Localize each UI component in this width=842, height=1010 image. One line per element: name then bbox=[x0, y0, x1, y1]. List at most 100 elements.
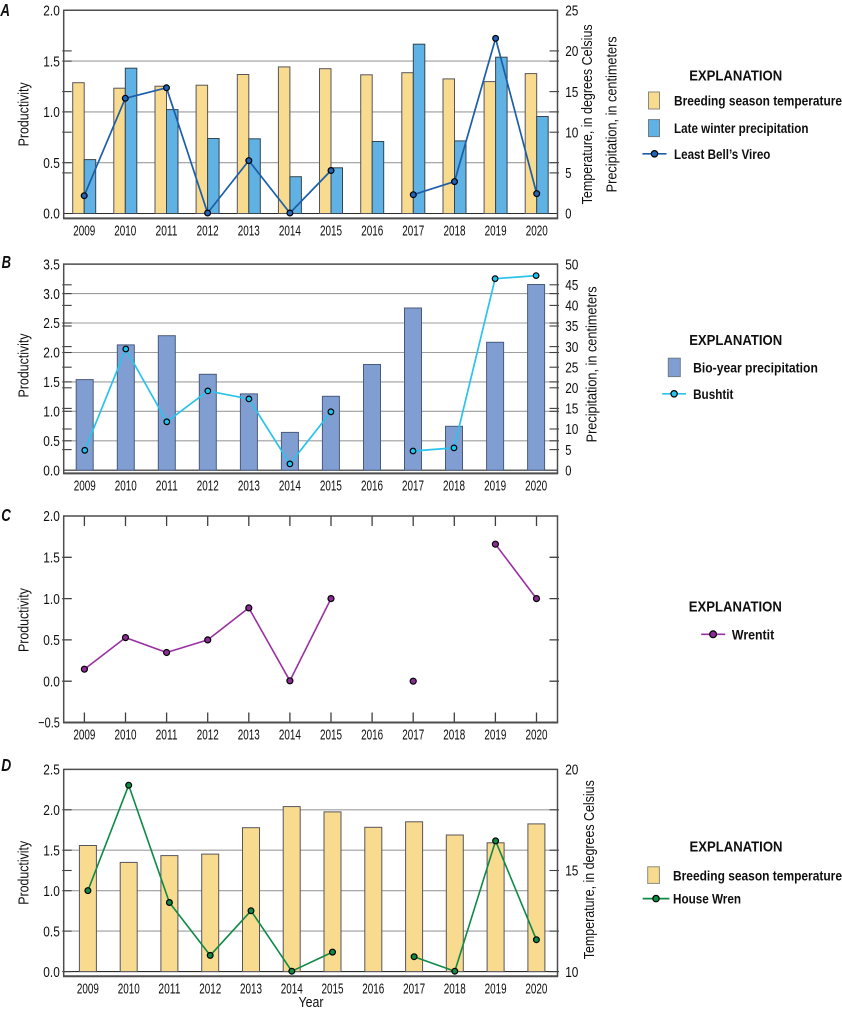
svg-text:0.0: 0.0 bbox=[43, 463, 60, 479]
svg-text:15: 15 bbox=[565, 864, 578, 880]
svg-text:2020: 2020 bbox=[525, 479, 547, 495]
svg-text:1.0: 1.0 bbox=[43, 405, 60, 421]
svg-text:2018: 2018 bbox=[444, 224, 466, 240]
svg-text:2009: 2009 bbox=[74, 479, 96, 495]
svg-text:2014: 2014 bbox=[279, 224, 301, 240]
svg-text:0: 0 bbox=[565, 207, 571, 223]
svg-text:2019: 2019 bbox=[484, 728, 506, 744]
svg-text:EXPLANATION: EXPLANATION bbox=[689, 599, 782, 616]
svg-text:EXPLANATION: EXPLANATION bbox=[689, 68, 782, 85]
svg-text:Productivity: Productivity bbox=[17, 840, 33, 905]
svg-text:Breeding season temperature: Breeding season temperature bbox=[673, 868, 842, 883]
svg-text:Least Bell’s Vireo: Least Bell’s Vireo bbox=[674, 147, 770, 162]
svg-text:1.5: 1.5 bbox=[43, 551, 60, 567]
svg-text:2014: 2014 bbox=[281, 981, 303, 997]
svg-text:2013: 2013 bbox=[238, 728, 260, 744]
svg-text:0.0: 0.0 bbox=[43, 207, 60, 223]
svg-text:EXPLANATION: EXPLANATION bbox=[689, 332, 782, 349]
svg-text:2015: 2015 bbox=[320, 479, 342, 495]
svg-text:25: 25 bbox=[565, 4, 578, 20]
svg-text:2010: 2010 bbox=[118, 981, 140, 997]
svg-text:0.5: 0.5 bbox=[43, 434, 60, 450]
svg-text:2018: 2018 bbox=[444, 981, 466, 997]
svg-text:0.5: 0.5 bbox=[43, 924, 60, 940]
svg-text:40: 40 bbox=[565, 299, 578, 315]
svg-text:10: 10 bbox=[565, 125, 578, 141]
svg-text:2017: 2017 bbox=[402, 479, 424, 495]
svg-text:2012: 2012 bbox=[197, 224, 219, 240]
svg-text:D: D bbox=[1, 755, 11, 775]
svg-text:3.0: 3.0 bbox=[43, 287, 60, 303]
svg-text:2016: 2016 bbox=[361, 224, 383, 240]
svg-text:0.5: 0.5 bbox=[43, 633, 60, 649]
svg-text:B: B bbox=[2, 252, 11, 272]
svg-text:15: 15 bbox=[565, 85, 578, 101]
svg-text:10: 10 bbox=[565, 965, 578, 981]
svg-text:2016: 2016 bbox=[361, 479, 383, 495]
svg-text:Temperature, in degrees Celsiu: Temperature, in degrees Celsius bbox=[582, 780, 598, 959]
svg-text:1.5: 1.5 bbox=[43, 375, 60, 391]
svg-text:20: 20 bbox=[565, 44, 578, 60]
svg-text:2016: 2016 bbox=[362, 981, 384, 997]
svg-text:EXPLANATION: EXPLANATION bbox=[690, 839, 783, 856]
svg-text:2011: 2011 bbox=[158, 981, 180, 997]
svg-text:2014: 2014 bbox=[279, 728, 301, 744]
svg-text:5: 5 bbox=[565, 166, 571, 182]
svg-text:2020: 2020 bbox=[526, 224, 548, 240]
svg-text:15: 15 bbox=[565, 402, 578, 418]
svg-text:20: 20 bbox=[565, 381, 578, 397]
svg-text:35: 35 bbox=[565, 319, 578, 335]
svg-text:2010: 2010 bbox=[114, 224, 136, 240]
svg-text:2.5: 2.5 bbox=[43, 763, 60, 779]
svg-text:3.5: 3.5 bbox=[43, 257, 60, 273]
svg-text:2019: 2019 bbox=[485, 981, 507, 997]
svg-text:2012: 2012 bbox=[199, 981, 221, 997]
svg-text:25: 25 bbox=[565, 360, 578, 376]
svg-text:2013: 2013 bbox=[238, 479, 260, 495]
svg-text:2019: 2019 bbox=[485, 224, 507, 240]
svg-text:0: 0 bbox=[565, 463, 571, 479]
svg-text:Bio-year precipitation: Bio-year precipitation bbox=[693, 360, 818, 375]
svg-text:2009: 2009 bbox=[73, 728, 95, 744]
svg-text:2017: 2017 bbox=[403, 981, 425, 997]
svg-text:1.5: 1.5 bbox=[43, 844, 60, 860]
svg-text:1.0: 1.0 bbox=[43, 592, 60, 608]
svg-text:0.5: 0.5 bbox=[43, 156, 60, 172]
svg-text:2018: 2018 bbox=[443, 479, 465, 495]
svg-text:0.0: 0.0 bbox=[43, 674, 60, 690]
svg-text:0.0: 0.0 bbox=[43, 965, 60, 981]
svg-text:House Wren: House Wren bbox=[673, 892, 741, 907]
svg-text:2.0: 2.0 bbox=[43, 803, 60, 819]
svg-text:A: A bbox=[0, 0, 10, 20]
svg-text:2017: 2017 bbox=[402, 224, 424, 240]
svg-text:2010: 2010 bbox=[115, 479, 137, 495]
svg-text:2011: 2011 bbox=[156, 224, 178, 240]
svg-text:Temperature, in degrees Celsiu: Temperature, in degrees Celsius bbox=[580, 24, 596, 204]
svg-text:20: 20 bbox=[565, 763, 578, 779]
svg-text:Productivity: Productivity bbox=[16, 587, 32, 652]
svg-text:2012: 2012 bbox=[197, 479, 219, 495]
svg-text:2019: 2019 bbox=[484, 479, 506, 495]
svg-text:2020: 2020 bbox=[525, 981, 547, 997]
svg-text:2017: 2017 bbox=[402, 728, 424, 744]
svg-text:Bushtit: Bushtit bbox=[693, 387, 734, 402]
svg-text:2014: 2014 bbox=[279, 479, 301, 495]
svg-text:2009: 2009 bbox=[77, 981, 99, 997]
svg-text:Precipitation, in centimeters: Precipitation, in centimeters bbox=[585, 286, 601, 442]
svg-text:45: 45 bbox=[565, 278, 578, 294]
svg-text:2015: 2015 bbox=[320, 728, 342, 744]
svg-text:2020: 2020 bbox=[526, 728, 548, 744]
svg-text:2.5: 2.5 bbox=[43, 316, 60, 332]
svg-text:50: 50 bbox=[565, 257, 578, 273]
svg-text:Late winter precipitation: Late winter precipitation bbox=[674, 121, 809, 136]
svg-text:10: 10 bbox=[565, 422, 578, 438]
svg-text:2.0: 2.0 bbox=[43, 346, 60, 362]
svg-text:5: 5 bbox=[565, 443, 571, 459]
svg-text:30: 30 bbox=[565, 340, 578, 356]
svg-text:Productivity: Productivity bbox=[17, 82, 33, 147]
svg-text:1.5: 1.5 bbox=[43, 54, 60, 70]
svg-text:Wrentit: Wrentit bbox=[732, 627, 775, 642]
svg-text:2011: 2011 bbox=[156, 728, 178, 744]
svg-text:2015: 2015 bbox=[320, 224, 342, 240]
svg-text:2011: 2011 bbox=[156, 479, 178, 495]
